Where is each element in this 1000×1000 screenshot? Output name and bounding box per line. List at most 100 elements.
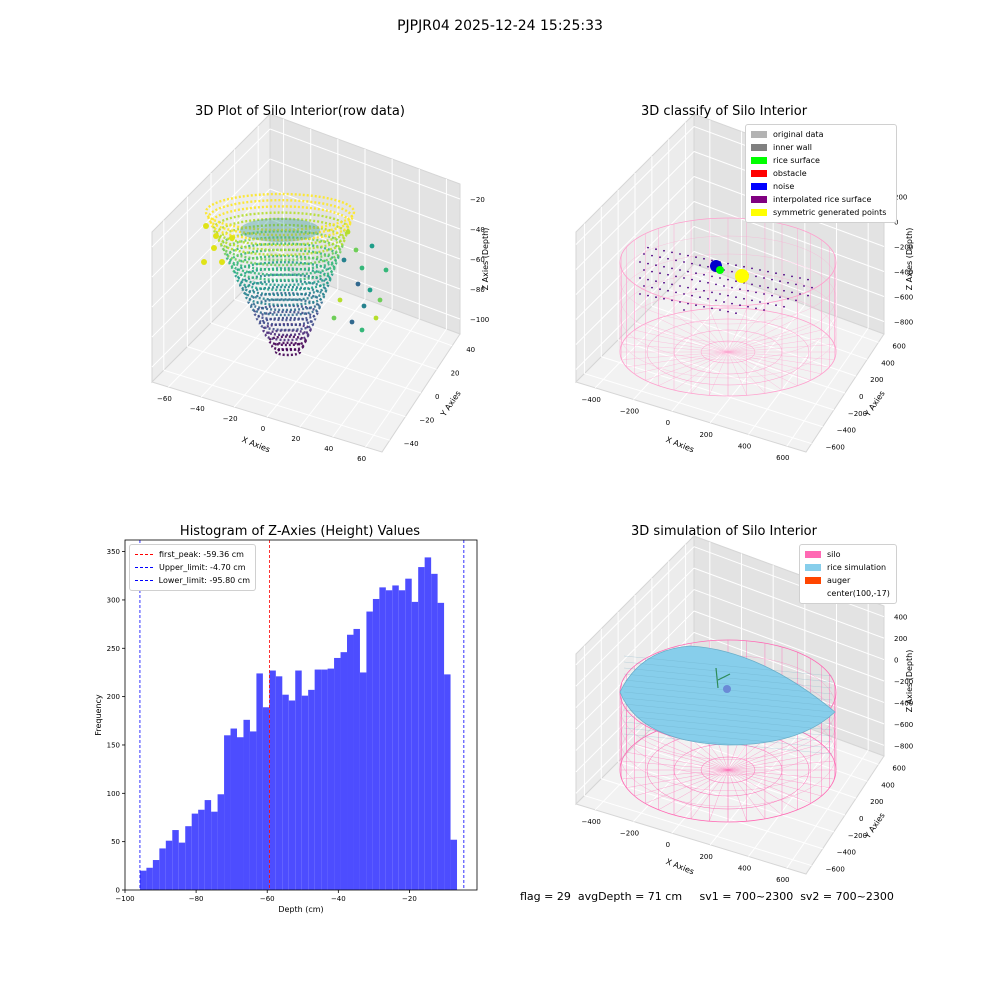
legend-label: original data xyxy=(773,130,824,139)
y-tick-label: 600 xyxy=(892,764,905,772)
silo-spoke xyxy=(727,351,830,368)
histogram-bar xyxy=(450,839,458,890)
histogram-bar xyxy=(146,867,153,890)
x-tick-label: −20 xyxy=(402,895,417,903)
interp-point xyxy=(807,278,809,281)
y-tick-label: 200 xyxy=(870,798,883,806)
scatter-point xyxy=(213,233,219,239)
histogram-bar xyxy=(178,842,186,890)
scatter-point xyxy=(359,327,365,333)
histogram-bar xyxy=(379,587,386,890)
interp-point xyxy=(663,249,665,252)
interp-point xyxy=(743,265,745,268)
grid-line xyxy=(617,339,835,411)
grid-line xyxy=(575,546,695,666)
interp-point xyxy=(787,281,789,284)
x-tick-label: 600 xyxy=(776,876,789,884)
histogram-bar xyxy=(301,695,309,890)
grid-line xyxy=(584,795,812,867)
histogram-bar xyxy=(165,840,173,890)
silo-spoke xyxy=(709,351,729,396)
x-tick-label: −100 xyxy=(115,895,134,903)
interp-point xyxy=(767,286,769,289)
interp-point xyxy=(799,293,801,295)
interp-point xyxy=(719,277,721,279)
x-tick-label: −40 xyxy=(190,405,205,413)
silo-spoke xyxy=(709,308,729,353)
histogram-bar xyxy=(308,689,315,890)
interp-point xyxy=(783,289,785,292)
z-tick-label: −600 xyxy=(894,721,913,729)
x-tick-label: 0 xyxy=(261,425,265,433)
surface-mesh-line xyxy=(623,709,833,731)
surface-mesh-line xyxy=(623,727,833,749)
legend-swatch xyxy=(805,551,821,558)
silo-band xyxy=(619,271,837,361)
legend-label: symmetric generated points xyxy=(773,208,887,217)
interp-point xyxy=(683,309,685,311)
y-tick-label: 0 xyxy=(859,815,863,823)
scatter-point xyxy=(345,229,351,235)
y-tick-label: −40 xyxy=(404,440,419,448)
legend-entry: obstacle xyxy=(751,167,891,180)
interp-point xyxy=(695,256,697,259)
legend-entry: rice simulation xyxy=(805,561,891,574)
grid-line xyxy=(269,158,461,230)
z-tick-label: −200 xyxy=(894,244,913,252)
interp-point xyxy=(795,299,797,302)
status-line: flag = 29 avgDepth = 71 cm sv1 = 700~230… xyxy=(520,890,894,903)
histogram-bar xyxy=(366,611,373,890)
silo-spoke xyxy=(727,769,766,819)
interp-point xyxy=(747,289,749,292)
grid-line xyxy=(617,761,835,833)
y-tick-label: 200 xyxy=(870,376,883,384)
interp-point xyxy=(687,254,689,257)
symmetric-cluster xyxy=(735,269,749,283)
legend-swatch xyxy=(135,580,153,581)
interp-point xyxy=(651,254,653,257)
legend-entry: center(100,-17) xyxy=(805,587,891,600)
x-tick-label: −400 xyxy=(582,396,601,404)
histogram-bar xyxy=(431,573,438,890)
x-tick-label: 200 xyxy=(699,853,712,861)
y-tick-label: 150 xyxy=(107,741,120,749)
silo-spoke xyxy=(645,769,729,804)
interp-point xyxy=(787,297,789,300)
interp-point xyxy=(731,270,733,273)
scatter-point xyxy=(331,315,337,321)
interp-point xyxy=(711,307,713,310)
y-tick-label: 20 xyxy=(451,369,460,377)
x-tick-label: −60 xyxy=(157,395,172,403)
interp-point xyxy=(751,299,753,302)
z-tick-label: 0 xyxy=(894,219,898,227)
z-tick-label: −200 xyxy=(894,678,913,686)
legend-label: Upper_limit: -4.70 cm xyxy=(159,563,246,572)
grid-line xyxy=(575,251,695,370)
y-tick-label: −400 xyxy=(837,849,856,857)
histogram-bar xyxy=(347,634,354,890)
grid-line xyxy=(584,373,812,445)
z-tick-label: −20 xyxy=(470,196,485,204)
y-tick-label: −400 xyxy=(837,427,856,435)
legend-label: Lower_limit: -95.80 cm xyxy=(158,576,250,585)
legend-entry: rice surface xyxy=(751,154,891,167)
interp-point xyxy=(791,275,793,278)
x-tick-label: −400 xyxy=(582,818,601,826)
interp-point xyxy=(679,285,681,287)
z-tick-label: −100 xyxy=(470,316,489,324)
x-tick-label: 600 xyxy=(776,454,789,462)
surface-mesh-line xyxy=(623,685,833,707)
grid-line xyxy=(651,305,857,377)
interp-point xyxy=(647,278,649,281)
histogram-bar xyxy=(211,811,218,890)
point-ring xyxy=(233,261,334,287)
interp-point xyxy=(699,264,701,267)
interp-point xyxy=(727,278,729,281)
interp-point xyxy=(659,256,661,259)
interp-point xyxy=(703,273,705,276)
silo-spoke xyxy=(727,769,798,811)
silo-spoke xyxy=(727,736,811,771)
legend-entry: auger xyxy=(805,574,891,587)
histogram-bar xyxy=(359,672,367,890)
interp-point xyxy=(711,259,713,262)
